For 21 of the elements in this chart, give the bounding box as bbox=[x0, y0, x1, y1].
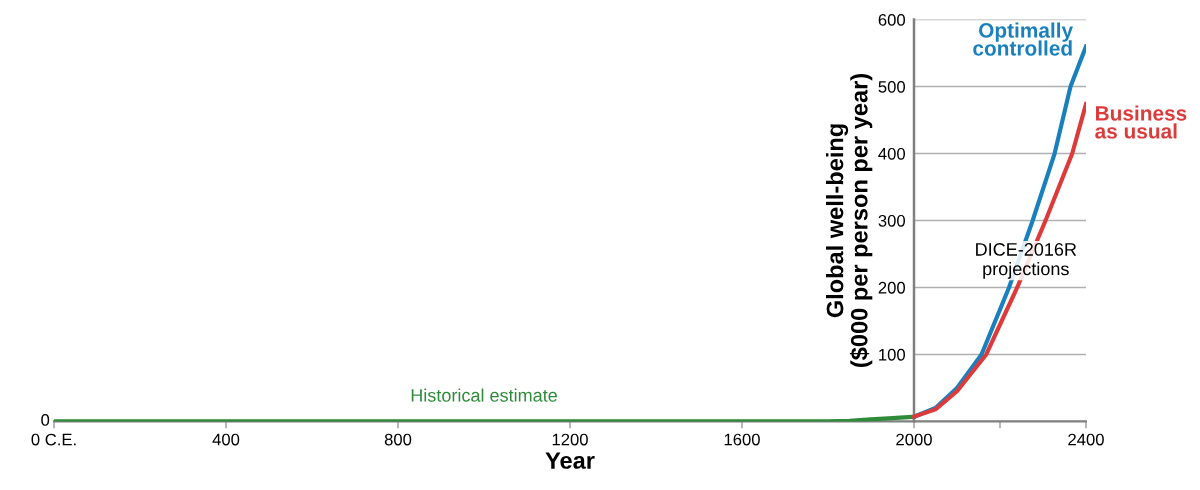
series-label: Business as usual bbox=[1095, 105, 1187, 139]
x-tick-label: 400 bbox=[212, 433, 240, 446]
x-tick-label: 1600 bbox=[724, 433, 760, 446]
series-label: Optimally controlled bbox=[973, 22, 1073, 56]
y-tick-label: 600 bbox=[878, 14, 906, 26]
x-tick-label: 800 bbox=[384, 433, 412, 446]
y-tick-label: 100 bbox=[879, 348, 906, 361]
x-axis-title: Year bbox=[545, 452, 595, 469]
x-tick-label: 1200 bbox=[552, 433, 588, 446]
y-tick-label: 400 bbox=[878, 147, 906, 160]
x-tick-label: 0 C.E. bbox=[31, 433, 76, 446]
y-tick-label: 300 bbox=[878, 214, 906, 227]
series-label: Historical estimate bbox=[411, 388, 557, 402]
y-tick-label: 200 bbox=[878, 281, 906, 294]
y-axis-title: Global well-being ($000 per person per year) bbox=[826, 74, 873, 367]
y-tick-label: 500 bbox=[878, 80, 906, 93]
annotation: DICE-2016R projections bbox=[976, 243, 1077, 279]
x-tick-label: 2000 bbox=[896, 433, 932, 446]
annotation: 0 bbox=[41, 414, 50, 426]
x-tick-label: 2400 bbox=[1068, 433, 1104, 446]
line-series bbox=[911, 101, 1086, 419]
